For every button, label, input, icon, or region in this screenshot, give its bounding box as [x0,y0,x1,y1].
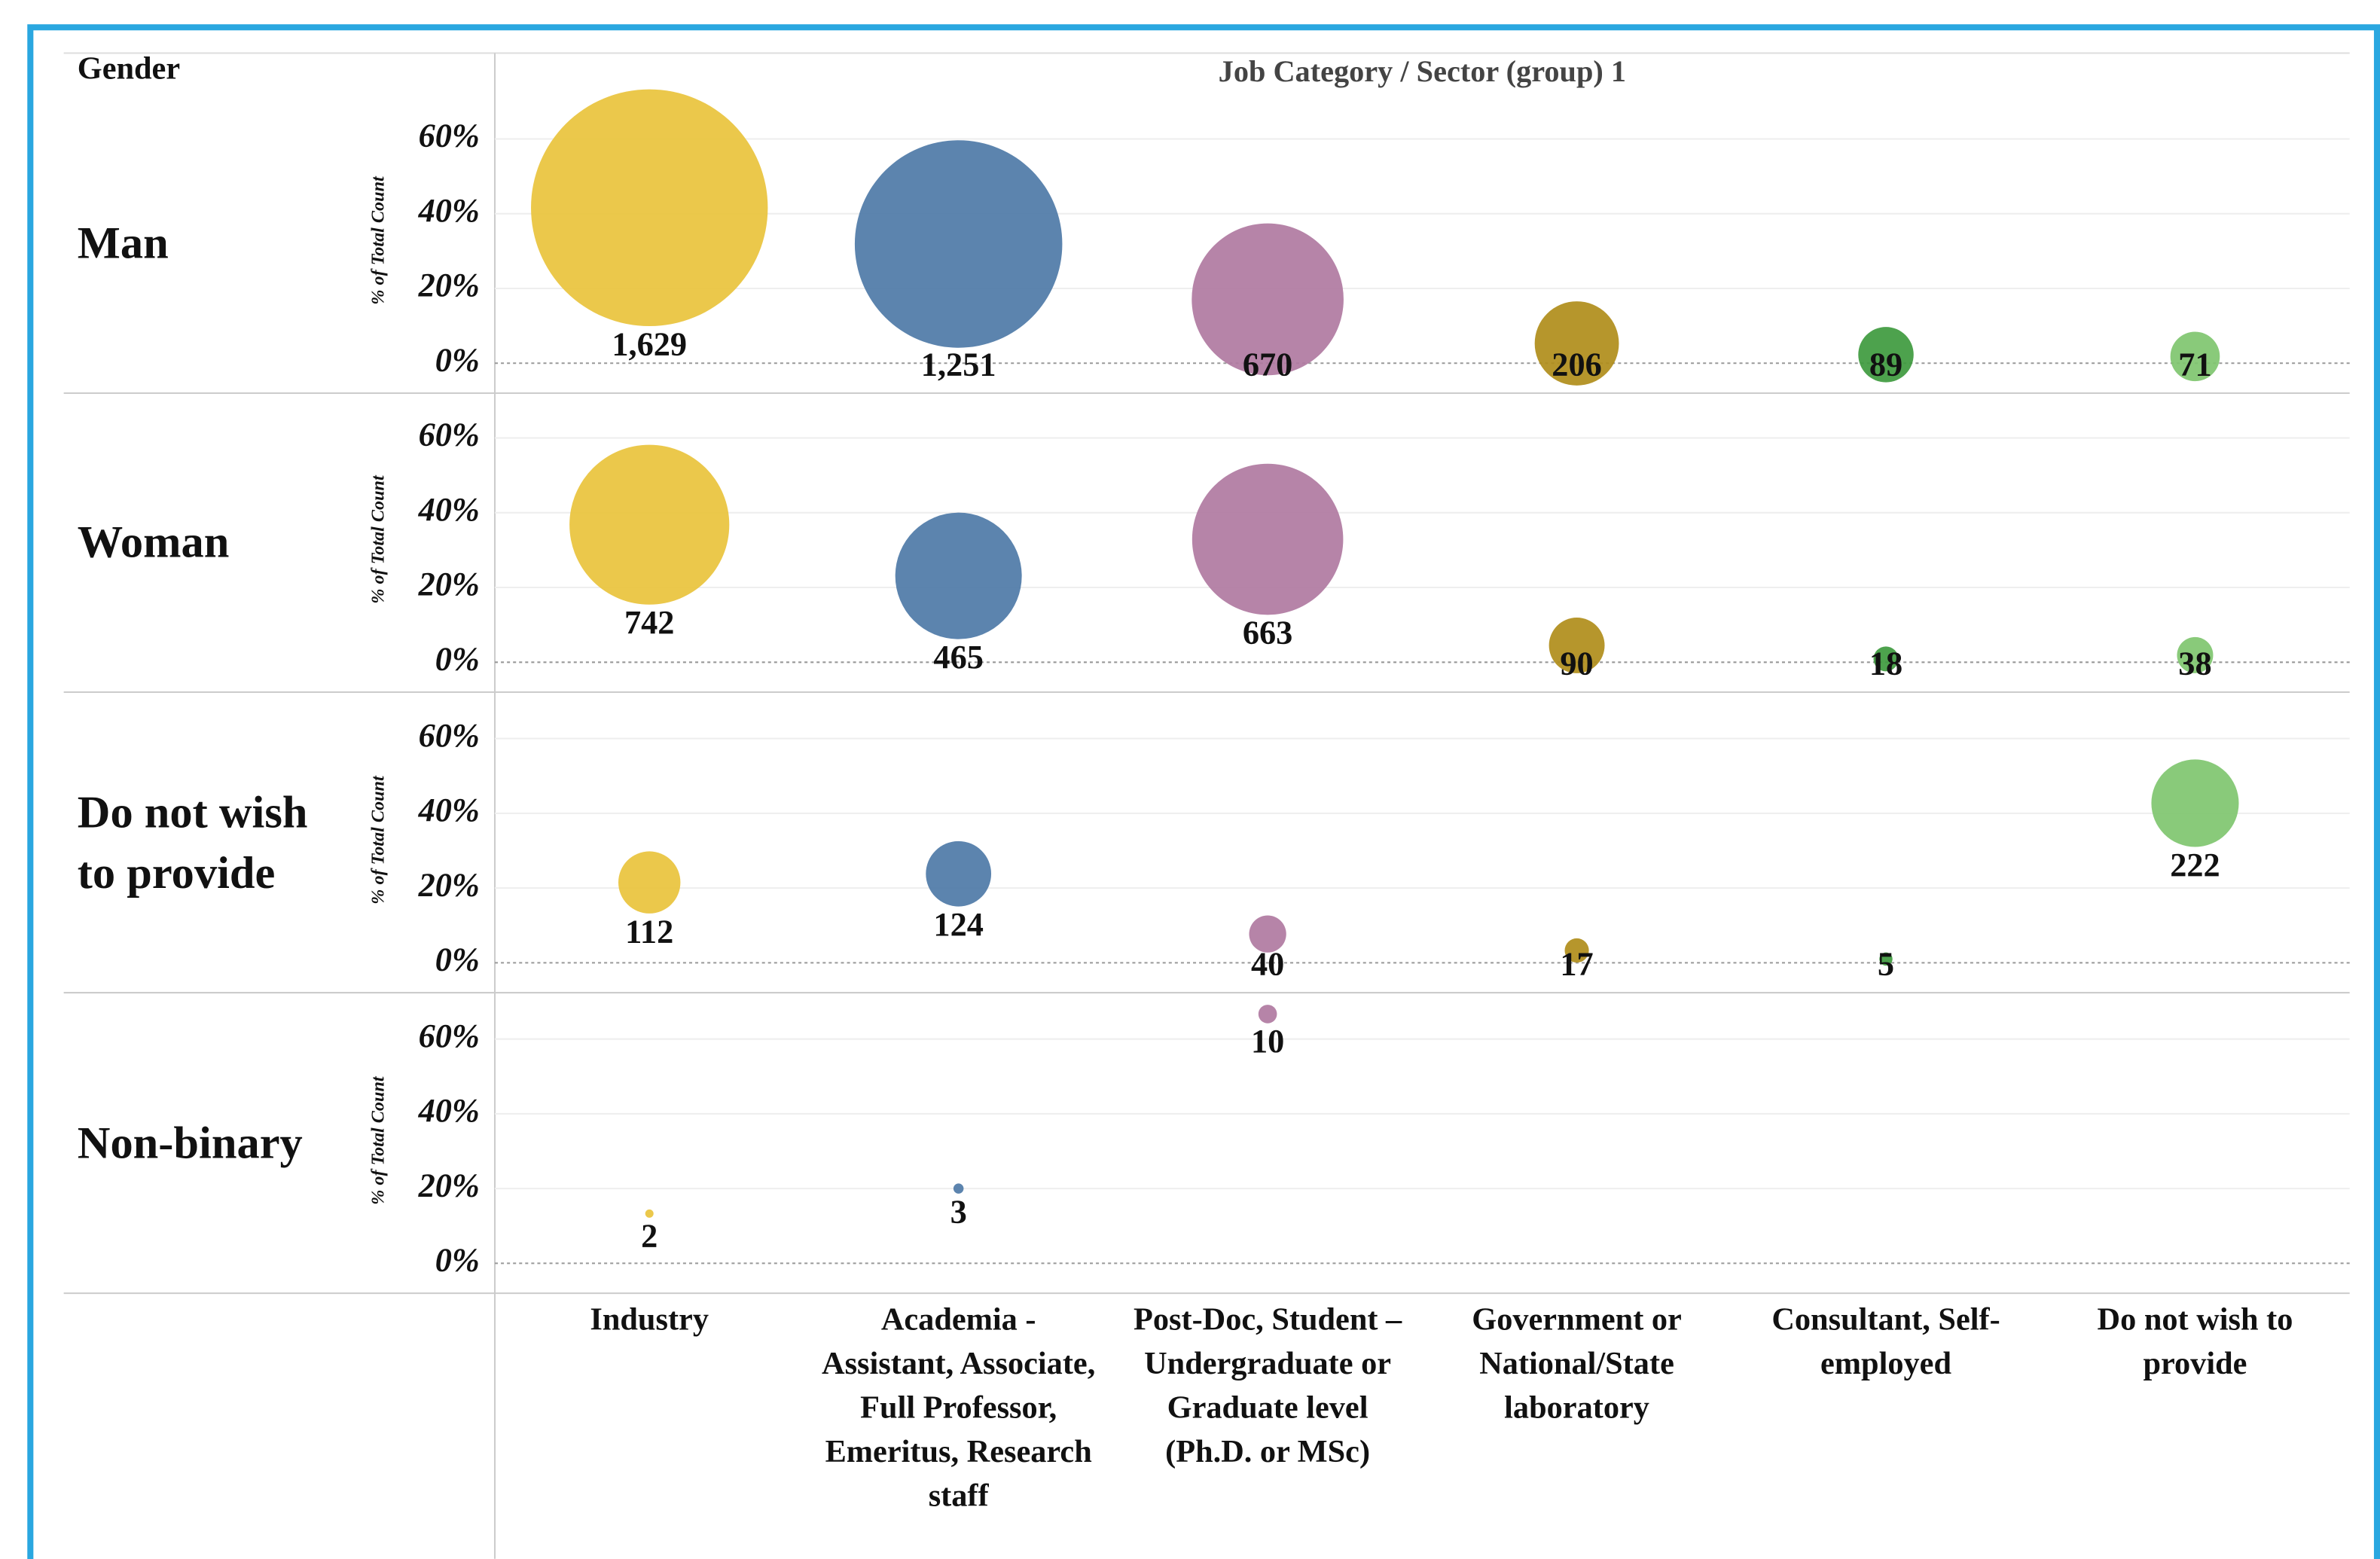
data-label: 40 [1251,945,1284,983]
bubble [2151,759,2239,847]
data-label: 1,251 [921,345,996,383]
data-label: 17 [1560,945,1593,983]
data-label: 742 [624,603,674,641]
chart-title: Job Category / Sector (group) 1 [1219,54,1626,88]
x-tick-label: Consultant, Self-employed [1771,1301,2000,1381]
data-label: 18 [1869,645,1902,682]
row-label-box: Man [77,218,169,268]
y-tick-label: 0% [435,1241,480,1279]
y-axis-label: % of Total Count [368,175,388,305]
data-label: 465 [933,638,983,676]
bubble [645,1209,654,1218]
y-tick-label: 40% [418,490,480,528]
row-label: Man [77,218,169,268]
data-label: 663 [1243,614,1292,651]
bubble [953,1183,964,1194]
bubble [895,512,1022,639]
bubble [1249,915,1286,953]
data-label: 10 [1251,1022,1284,1060]
data-label: 1,629 [612,325,687,362]
data-label: 5 [1878,945,1894,983]
x-tick-label: Do not wish to provide [2097,1301,2293,1381]
x-tick-label-box: Government or National/State laboratory [1472,1301,1682,1426]
row-label-box: Do not wish to provide [77,786,308,898]
y-tick-label: 20% [418,1166,480,1204]
bubble [1192,223,1344,376]
data-label: 71 [2178,345,2211,383]
row-header: Gender [78,50,180,86]
y-tick-label: 60% [419,416,480,453]
row-label: Do not wish to provide [77,786,308,898]
bubble [569,444,730,605]
bubble [1258,1005,1277,1024]
x-tick-label: Post-Doc, Student –Undergraduate or Grad… [1133,1301,1402,1469]
row-label-box: Woman [77,517,230,567]
x-tick-label: Industry [590,1301,709,1338]
bubble [2170,331,2220,382]
x-tick-label-box: Industry [590,1301,709,1338]
data-label: 90 [1560,645,1593,682]
y-tick-label: 60% [419,1017,480,1054]
bubble [2177,636,2214,673]
data-label: 670 [1243,345,1292,383]
bubble [1873,646,1899,672]
frame [27,24,2380,1559]
x-tick-label-box: Consultant, Self-employed [1771,1301,2000,1381]
row-label: Woman [77,517,230,567]
data-label: 222 [2170,846,2220,883]
bubble [1879,952,1893,966]
row-label-box: Non-binary [77,1118,303,1168]
y-tick-label: 40% [418,1091,480,1129]
x-tick-label-box: Academia - Assistant, Associate, Full Pr… [822,1301,1096,1514]
y-tick-label: 0% [435,639,480,677]
y-axis-label: % of Total Count [368,474,388,604]
x-tick-label-box: Do not wish to provide [2097,1301,2293,1381]
bubble [1564,938,1589,963]
bubble [1534,301,1619,386]
data-label: 2 [641,1216,658,1254]
bubble [854,140,1063,348]
bubble [1858,327,1914,383]
y-tick-label: 0% [435,340,480,378]
data-label: 89 [1869,345,1902,383]
x-tick-label: Government or National/State laboratory [1472,1301,1682,1426]
data-label: 38 [2178,645,2211,682]
y-tick-label: 60% [419,716,480,754]
y-tick-label: 0% [435,941,480,978]
row-label: Non-binary [77,1118,303,1168]
y-tick-label: 40% [418,791,480,828]
y-tick-label: 20% [418,565,480,603]
bubble [926,841,992,907]
data-label: 206 [1552,345,1601,383]
bubble [531,89,768,327]
y-tick-label: 60% [419,117,480,154]
y-tick-label: 20% [418,266,480,304]
bubble [1549,618,1605,673]
data-label: 3 [950,1192,967,1230]
data-label: 112 [625,912,673,950]
y-axis-label: % of Total Count [368,1075,388,1205]
x-tick-label: Academia - Assistant, Associate, Full Pr… [822,1301,1096,1514]
bubble [618,851,681,914]
bubble [1192,463,1344,615]
y-tick-label: 20% [418,865,480,903]
y-axis-label: % of Total Count [368,775,388,905]
x-tick-label-box: Post-Doc, Student –Undergraduate or Grad… [1133,1301,1402,1469]
y-tick-label: 40% [418,191,480,229]
data-label: 124 [933,905,983,943]
